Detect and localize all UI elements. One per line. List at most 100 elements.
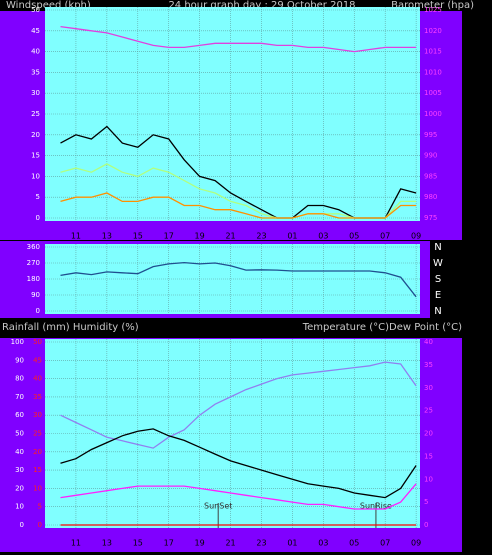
y3-tick-label: 35 (33, 393, 42, 401)
y-tick-label: 50 (31, 6, 40, 14)
series-line (60, 361, 417, 449)
y-tick-label: 5 (36, 193, 40, 201)
y3-tick-label: 15 (33, 466, 42, 474)
y-tick-label: 0 (36, 307, 40, 315)
y3-tick-label: 10 (33, 484, 42, 492)
x-tick-label: 17 (164, 232, 174, 241)
y2-tick-label: 995 (424, 131, 437, 139)
x-tick-label: 09 (411, 232, 421, 241)
y-tick-label: 45 (31, 27, 40, 35)
y-tick-label: 80 (15, 375, 24, 383)
x-tick-label: 11 (71, 539, 81, 548)
y-axis-title: Rainfall (mm) Humidity (%) (2, 322, 139, 333)
y3-tick-label: 50 (33, 338, 42, 346)
y2-tick-label: E (435, 290, 441, 301)
y-tick-label: 180 (27, 275, 40, 283)
y2-tick-label: 1015 (424, 48, 442, 56)
y3-tick-label: 25 (33, 430, 42, 438)
y2-tick-label: 975 (424, 214, 437, 222)
y-tick-label: 0 (36, 214, 40, 222)
x-tick-label: 19 (195, 232, 205, 241)
y2-tick-label: 30 (424, 384, 433, 392)
y-tick-label: 90 (15, 356, 24, 364)
y-tick-label: 35 (31, 68, 40, 76)
x-tick-label: 01 (287, 539, 297, 548)
y2-tick-label: 20 (424, 430, 433, 438)
y-tick-label: 25 (31, 110, 40, 118)
x-tick-label: 15 (133, 232, 143, 241)
x-tick-label: 23 (256, 232, 266, 241)
y-tick-label: 90 (31, 291, 40, 299)
y2-axis-title: Barometer (hpa) (391, 0, 474, 11)
y-tick-label: 30 (15, 466, 24, 474)
x-tick-label: 07 (380, 539, 390, 548)
x-tick-label: 03 (318, 232, 328, 241)
y2-tick-label: N (434, 306, 441, 317)
y2-tick-label: 1010 (424, 68, 442, 76)
y2-tick-label: 40 (424, 338, 433, 346)
y-tick-label: 70 (15, 393, 24, 401)
y2-tick-label: N (434, 242, 441, 253)
annotation: SunRise (360, 502, 392, 511)
y3-tick-label: 45 (33, 356, 42, 364)
series-line (60, 192, 417, 219)
y2-tick-label: 0 (424, 521, 428, 529)
y-tick-label: 50 (15, 430, 24, 438)
y2-axis-title: Temperature (°C)Dew Point (°C) (302, 322, 462, 333)
y-tick-label: 100 (11, 338, 24, 346)
y2-tick-label: 990 (424, 152, 437, 160)
y2-tick-label: 25 (424, 407, 433, 415)
y-tick-label: 270 (27, 259, 40, 267)
y3-tick-label: 0 (38, 521, 42, 529)
y-tick-label: 20 (31, 131, 40, 139)
y2-tick-label: W (433, 258, 443, 269)
y3-tick-label: 20 (33, 448, 42, 456)
y2-tick-label: 10 (424, 475, 433, 483)
x-tick-label: 15 (133, 539, 143, 548)
x-tick-label: 05 (349, 232, 359, 241)
x-tick-label: 23 (256, 539, 266, 548)
y-tick-label: 360 (27, 243, 40, 251)
x-tick-label: 21 (225, 232, 235, 241)
y2-tick-label: 15 (424, 452, 433, 460)
y-axis-title: Windspeed (kph) (6, 0, 91, 11)
y2-tick-label: S (435, 274, 441, 285)
y-tick-label: 20 (15, 484, 24, 492)
x-tick-label: 07 (380, 232, 390, 241)
y-tick-label: 10 (31, 172, 40, 180)
x-tick-label: 01 (287, 232, 297, 241)
series-line (60, 25, 417, 53)
y-tick-label: 15 (31, 152, 40, 160)
x-tick-label: 11 (71, 232, 81, 241)
x-tick-label: 21 (225, 539, 235, 548)
x-tick-label: 05 (349, 539, 359, 548)
y2-tick-label: 35 (424, 361, 433, 369)
x-tick-label: 17 (164, 539, 174, 548)
y3-tick-label: 40 (33, 375, 42, 383)
y-tick-label: 0 (20, 521, 24, 529)
y3-tick-label: 5 (38, 503, 42, 511)
series-line (60, 261, 417, 298)
y-tick-label: 10 (15, 503, 24, 511)
y2-tick-label: 5 (424, 498, 428, 506)
y-tick-label: 40 (31, 48, 40, 56)
x-tick-label: 13 (102, 539, 112, 548)
series-line (60, 483, 417, 510)
y2-tick-label: 1025 (424, 6, 442, 14)
y-tick-label: 30 (31, 89, 40, 97)
x-tick-label: 09 (411, 539, 421, 548)
x-tick-label: 19 (195, 539, 205, 548)
y2-tick-label: 980 (424, 193, 437, 201)
x-tick-label: 03 (318, 539, 328, 548)
y2-tick-label: 1020 (424, 27, 442, 35)
series-line (60, 428, 417, 499)
annotation: SunSet (204, 502, 232, 511)
y3-tick-label: 30 (33, 411, 42, 419)
x-tick-label: 13 (102, 232, 112, 241)
y2-tick-label: 1005 (424, 89, 442, 97)
y-tick-label: 60 (15, 411, 24, 419)
y2-tick-label: 1000 (424, 110, 442, 118)
y-tick-label: 40 (15, 448, 24, 456)
chart-title: 24 hour graph day : 29 October 2018 (168, 0, 355, 11)
